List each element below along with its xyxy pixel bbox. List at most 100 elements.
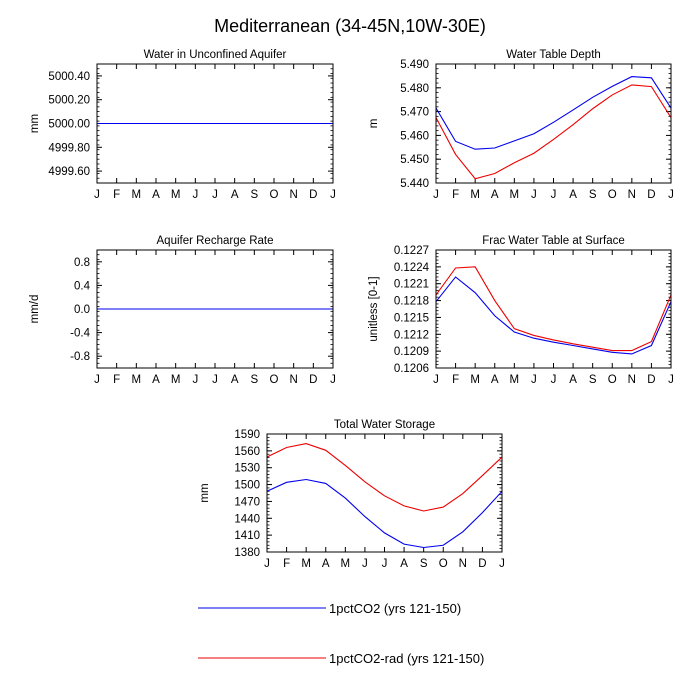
y-tick-label: 1590 xyxy=(234,429,260,441)
x-tick-label: M xyxy=(132,374,142,386)
x-tick-label: J xyxy=(330,189,336,201)
x-tick-label: J xyxy=(499,558,505,570)
y-tick-label: 1500 xyxy=(234,480,260,492)
x-tick-label: O xyxy=(270,189,279,201)
x-tick-label: J xyxy=(362,558,368,570)
x-tick-label: M xyxy=(341,558,351,570)
x-tick-label: J xyxy=(192,189,198,201)
y-tick-label: 5.490 xyxy=(400,59,429,71)
x-tick-label: J xyxy=(433,374,439,386)
x-tick-label: A xyxy=(322,558,330,570)
x-tick-label: O xyxy=(439,558,448,570)
y-tick-label: 5.440 xyxy=(400,178,429,190)
x-tick-label: M xyxy=(171,374,181,386)
x-tick-label: F xyxy=(283,558,290,570)
x-tick-label: O xyxy=(608,374,617,386)
x-tick-label: J xyxy=(433,189,439,201)
x-tick-label: J xyxy=(330,374,336,386)
y-axis-label: mm xyxy=(29,114,41,133)
panel-title: Water in Unconfined Aquifer xyxy=(144,49,287,61)
x-tick-label: J xyxy=(551,374,557,386)
y-tick-label: 0.1215 xyxy=(394,312,429,324)
x-tick-label: M xyxy=(171,189,181,201)
x-tick-label: F xyxy=(113,374,120,386)
x-tick-label: J xyxy=(531,189,537,201)
y-tick-label: 5000.40 xyxy=(48,71,90,83)
y-tick-label: 0.8 xyxy=(74,257,90,269)
y-tick-label: 0.4 xyxy=(74,280,91,292)
x-tick-label: A xyxy=(152,374,160,386)
x-tick-label: A xyxy=(231,374,239,386)
y-tick-label: 0.1221 xyxy=(394,279,429,291)
x-tick-label: A xyxy=(152,189,160,201)
series-line-1pctco2 xyxy=(435,276,672,355)
x-tick-label: O xyxy=(270,374,279,386)
y-tick-label: 0.1206 xyxy=(394,363,429,375)
legend-label: 1pctCO2 (yrs 121-150) xyxy=(329,601,461,616)
x-tick-label: S xyxy=(420,558,428,570)
x-tick-label: J xyxy=(668,374,674,386)
panel-title: Total Water Storage xyxy=(334,419,435,431)
y-axis-label: mm/d xyxy=(29,295,41,324)
x-tick-label: A xyxy=(491,374,499,386)
panel-title: Aquifer Recharge Rate xyxy=(157,235,274,247)
x-tick-label: N xyxy=(628,189,636,201)
y-tick-label: 5.460 xyxy=(400,130,429,142)
x-tick-label: D xyxy=(309,374,317,386)
x-tick-label: D xyxy=(309,189,317,201)
y-tick-label: 5.470 xyxy=(400,107,429,119)
y-tick-label: 1380 xyxy=(234,547,260,559)
y-tick-label: 0.1224 xyxy=(394,262,430,274)
x-tick-label: M xyxy=(510,374,520,386)
y-tick-label: -0.4 xyxy=(70,328,90,340)
y-tick-label: 1470 xyxy=(234,496,260,508)
y-tick-label: -0.8 xyxy=(70,351,90,363)
plot-frame xyxy=(435,249,672,369)
x-tick-label: F xyxy=(113,189,120,201)
panel-title: Frac Water Table at Surface xyxy=(482,235,625,247)
x-tick-label: M xyxy=(470,189,480,201)
x-tick-label: A xyxy=(569,189,577,201)
x-tick-label: M xyxy=(470,374,480,386)
plot-frame xyxy=(435,63,672,184)
x-tick-label: D xyxy=(647,374,655,386)
y-tick-label: 0.1227 xyxy=(394,245,429,257)
y-tick-label: 1530 xyxy=(234,463,260,475)
plot-frame xyxy=(96,249,334,369)
x-tick-label: J xyxy=(192,374,198,386)
y-axis-label: unitless [0-1] xyxy=(368,276,380,341)
panel-title: Water Table Depth xyxy=(506,49,601,61)
x-tick-label: J xyxy=(382,558,388,570)
x-tick-label: A xyxy=(400,558,408,570)
x-tick-label: O xyxy=(608,189,617,201)
y-tick-label: 0.0 xyxy=(74,304,90,316)
x-tick-label: J xyxy=(94,374,100,386)
x-tick-label: A xyxy=(231,189,239,201)
x-tick-label: N xyxy=(290,189,298,201)
y-tick-label: 4999.60 xyxy=(48,166,90,178)
x-tick-label: D xyxy=(478,558,486,570)
x-tick-label: S xyxy=(589,189,597,201)
y-tick-label: 1440 xyxy=(234,513,260,525)
y-tick-label: 0.1218 xyxy=(394,296,429,308)
chart-panel: Frac Water Table at Surface unitless [0-1… xyxy=(368,235,674,386)
y-axis-label: m xyxy=(368,119,380,129)
x-tick-label: D xyxy=(647,189,655,201)
y-tick-label: 1410 xyxy=(234,530,260,542)
x-tick-label: S xyxy=(250,189,258,201)
y-tick-label: 0.1209 xyxy=(394,346,429,358)
x-tick-label: J xyxy=(212,189,218,201)
y-tick-label: 0.1212 xyxy=(394,329,429,341)
x-tick-label: N xyxy=(290,374,298,386)
x-tick-label: N xyxy=(628,374,636,386)
series-line-1pctco2 xyxy=(266,478,503,549)
y-axis-label: mm xyxy=(199,483,211,502)
x-tick-label: F xyxy=(452,374,459,386)
x-tick-label: M xyxy=(132,189,142,201)
y-tick-label: 5.480 xyxy=(400,83,429,95)
